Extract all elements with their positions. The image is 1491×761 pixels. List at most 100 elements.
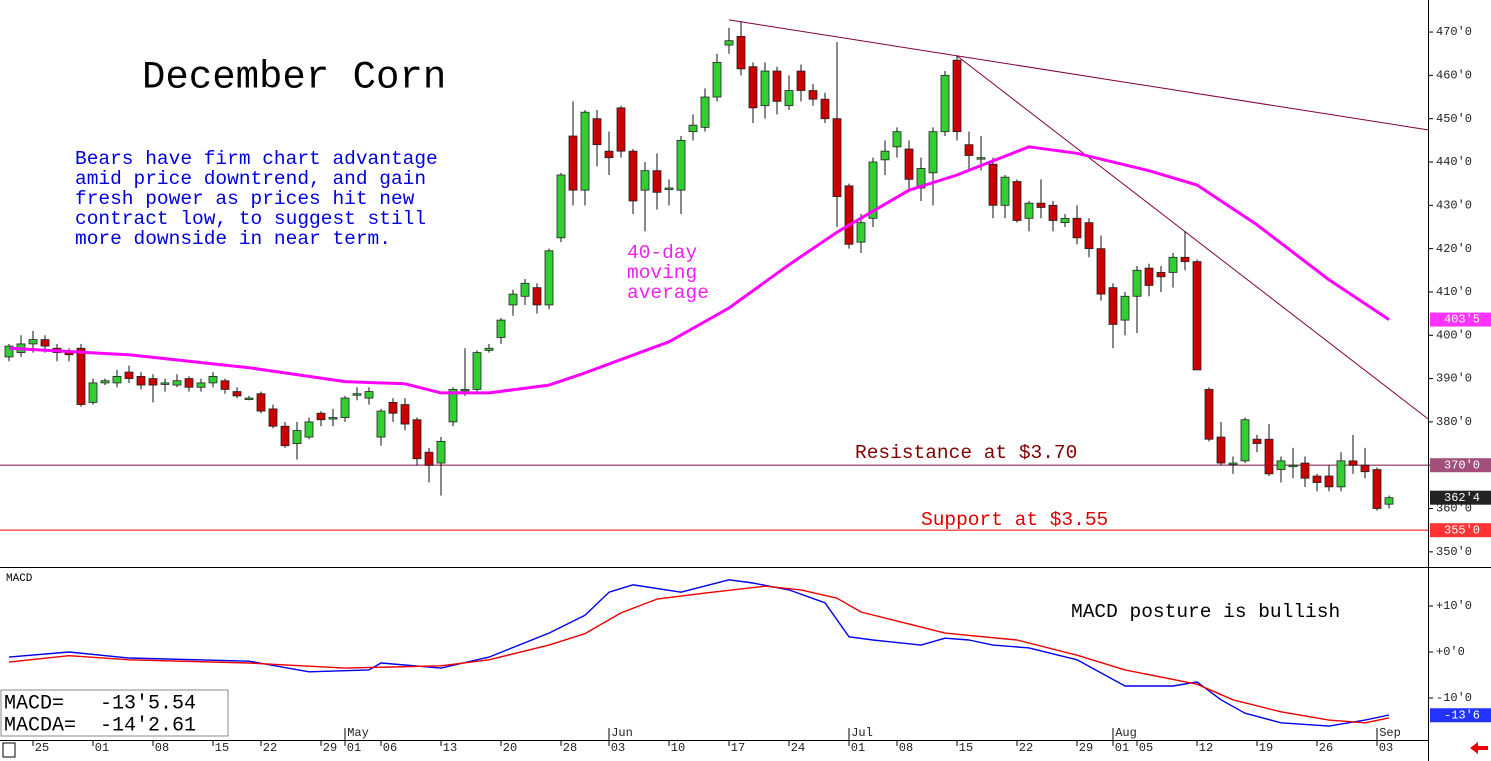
candle-body bbox=[1156, 272, 1166, 278]
ma-label: average bbox=[627, 282, 709, 304]
price-tag-label: 355'0 bbox=[1444, 523, 1480, 537]
month-label: May bbox=[347, 726, 369, 740]
candle-body bbox=[856, 222, 866, 243]
candle-body bbox=[316, 412, 326, 421]
y-tick-label: 440'0 bbox=[1436, 155, 1472, 169]
candle-body bbox=[1312, 475, 1322, 483]
y-tick-label: 410'0 bbox=[1436, 285, 1472, 299]
candle-body bbox=[184, 378, 194, 388]
candle-body bbox=[412, 419, 422, 460]
y-tick-label: 400'0 bbox=[1436, 328, 1472, 342]
candle-body bbox=[388, 402, 398, 414]
y-tick-label: 420'0 bbox=[1436, 242, 1472, 256]
y-tick-label: 360'0 bbox=[1436, 502, 1472, 516]
x-tick-label: 01 bbox=[95, 741, 109, 755]
candle-body bbox=[568, 135, 578, 191]
candle-body bbox=[1132, 269, 1142, 297]
support-label: Support at $3.55 bbox=[921, 509, 1108, 531]
x-tick-label: 29 bbox=[1079, 741, 1093, 755]
candle-body bbox=[1036, 202, 1046, 208]
candle-body bbox=[1264, 438, 1274, 475]
candle-body bbox=[700, 96, 710, 128]
x-tick-label: 22 bbox=[1019, 741, 1033, 755]
price-tag bbox=[1430, 523, 1491, 538]
candle-body bbox=[1144, 267, 1154, 286]
candle-body bbox=[112, 376, 122, 384]
y-tick-label: 390'0 bbox=[1436, 372, 1472, 386]
candle-body bbox=[1228, 462, 1238, 465]
candle-body bbox=[4, 345, 14, 358]
x-tick-label: 05 bbox=[1139, 741, 1153, 755]
candle-body bbox=[532, 287, 542, 306]
candle-body bbox=[1192, 261, 1202, 371]
candle-body bbox=[268, 408, 278, 427]
candle-body bbox=[688, 124, 698, 133]
price-tag-label: 370'0 bbox=[1444, 458, 1480, 472]
x-tick-label: 20 bbox=[503, 741, 517, 755]
candle-body bbox=[1360, 464, 1370, 473]
candle-body bbox=[28, 339, 38, 345]
y-tick-label: 450'0 bbox=[1436, 112, 1472, 126]
annotation: amid price downtrend, and gain bbox=[75, 168, 426, 190]
candle-body bbox=[640, 170, 650, 191]
x-tick-label: 15 bbox=[959, 741, 973, 755]
x-tick-label: 17 bbox=[731, 741, 745, 755]
candle-body bbox=[712, 61, 722, 98]
candle-body bbox=[616, 107, 626, 152]
candle-body bbox=[916, 168, 926, 189]
x-tick-label: 10 bbox=[671, 741, 685, 755]
candle-body bbox=[40, 339, 50, 347]
series-line bbox=[8, 145, 1390, 395]
x-tick-label: 24 bbox=[791, 741, 805, 755]
candle-body bbox=[148, 378, 158, 386]
y-tick-label: 460'0 bbox=[1436, 69, 1472, 83]
candle-body bbox=[436, 440, 446, 464]
candle-body bbox=[1096, 248, 1106, 295]
candle-body bbox=[460, 389, 470, 392]
candle-body bbox=[964, 144, 974, 156]
candle-body bbox=[1180, 256, 1190, 263]
x-tick-label: 26 bbox=[1319, 741, 1333, 755]
candle-body bbox=[940, 74, 950, 133]
candle-body bbox=[832, 118, 842, 198]
candle-body bbox=[1060, 217, 1070, 224]
candle-body bbox=[784, 90, 794, 107]
candle-body bbox=[1072, 217, 1082, 239]
readout: MACD= -13'5.54 bbox=[4, 692, 196, 715]
candle-body bbox=[364, 391, 374, 399]
scroll-arrow bbox=[1470, 742, 1488, 754]
candle-body bbox=[1108, 287, 1118, 325]
trend-line bbox=[728, 19, 1429, 131]
candle-body bbox=[196, 382, 206, 388]
x-tick-label: 08 bbox=[899, 741, 913, 755]
candle-body bbox=[340, 397, 350, 418]
x-tick-label: 28 bbox=[563, 741, 577, 755]
candle-body bbox=[868, 161, 878, 219]
candle-body bbox=[1288, 464, 1298, 468]
candle-body bbox=[1024, 202, 1034, 219]
price-tag bbox=[1430, 458, 1491, 473]
candle-body bbox=[1336, 460, 1346, 488]
candle-body bbox=[676, 139, 686, 191]
candle-body bbox=[520, 282, 530, 297]
candle-body bbox=[376, 410, 386, 438]
candle-body bbox=[208, 376, 218, 384]
candle-body bbox=[172, 380, 182, 386]
candle-body bbox=[820, 98, 830, 120]
x-tick-label: 19 bbox=[1259, 741, 1273, 755]
x-tick-label: 15 bbox=[215, 741, 229, 755]
candle-body bbox=[232, 391, 242, 397]
annotation: Bears have firm chart advantage bbox=[75, 148, 438, 170]
y-tick-label: +0'0 bbox=[1436, 645, 1465, 659]
x-tick-label: 06 bbox=[383, 741, 397, 755]
candle-body bbox=[280, 425, 290, 447]
x-tick-label: 01 bbox=[851, 741, 865, 755]
candle-body bbox=[736, 35, 746, 70]
candle-body bbox=[1216, 436, 1226, 464]
annotation: contract low, to suggest still bbox=[75, 208, 426, 230]
candle-body bbox=[1084, 222, 1094, 250]
price-tag-label: -13'6 bbox=[1444, 708, 1480, 722]
